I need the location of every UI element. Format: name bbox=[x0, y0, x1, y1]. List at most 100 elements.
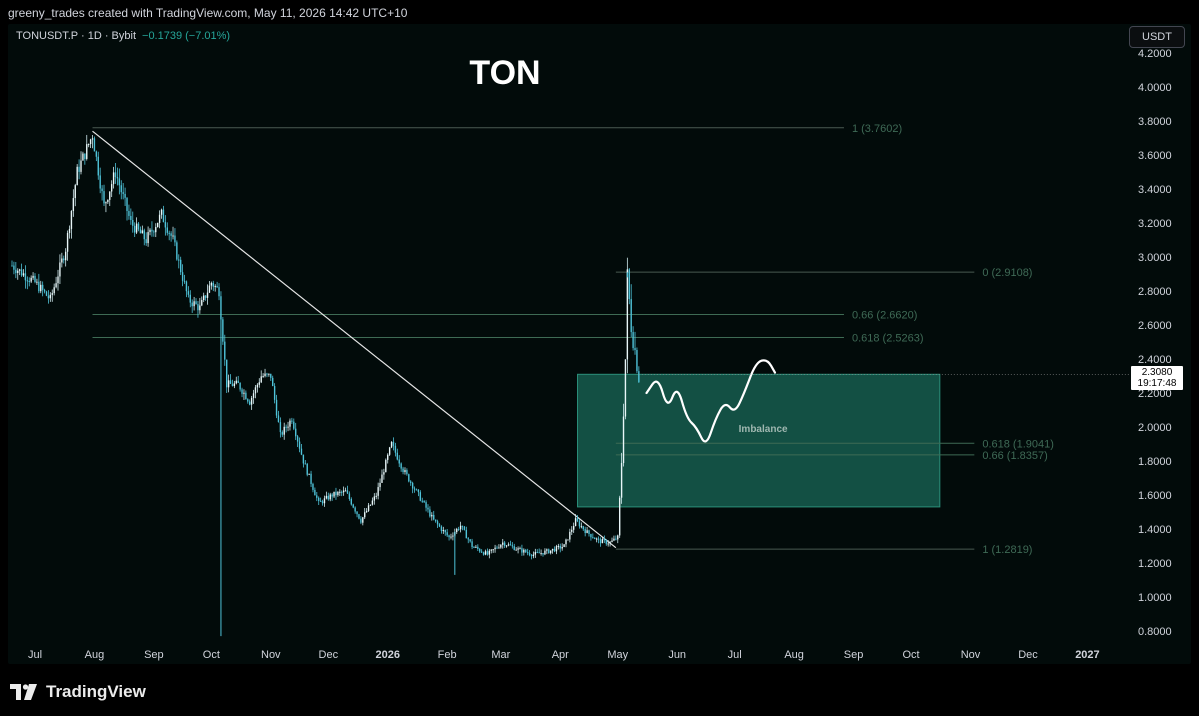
candle-body bbox=[369, 504, 372, 506]
x-tick-label: Dec bbox=[319, 649, 339, 661]
candle-body bbox=[170, 233, 172, 236]
candle-body bbox=[402, 468, 404, 472]
candle-body bbox=[406, 470, 408, 475]
fib-upper-level-label: 1 (3.7602) bbox=[852, 123, 902, 135]
chart-panel[interactable] bbox=[8, 24, 1191, 664]
tradingview-logo[interactable]: TradingView bbox=[10, 682, 146, 702]
candle-body bbox=[176, 242, 178, 260]
candle-body bbox=[375, 495, 377, 497]
candle-body bbox=[287, 426, 289, 428]
x-tick-label: Apr bbox=[552, 649, 569, 661]
candle-body bbox=[166, 227, 168, 233]
candle-body bbox=[452, 535, 454, 537]
candle-body bbox=[143, 230, 145, 240]
candle-body bbox=[304, 463, 306, 465]
candle-body bbox=[367, 505, 370, 511]
candle-body bbox=[410, 481, 412, 483]
candle-body bbox=[133, 225, 136, 233]
candle-body bbox=[442, 530, 445, 532]
candle-body bbox=[546, 549, 548, 551]
candle-body bbox=[218, 287, 220, 297]
candle-body bbox=[429, 509, 431, 517]
candle-body bbox=[549, 550, 552, 554]
candle-body bbox=[492, 549, 494, 551]
candle-body bbox=[260, 376, 262, 383]
x-tick-label: Jun bbox=[668, 649, 686, 661]
candle-body bbox=[413, 488, 416, 490]
candle-body bbox=[417, 489, 420, 493]
candle-body bbox=[41, 284, 44, 290]
candle-body bbox=[76, 166, 78, 186]
candle-body bbox=[530, 554, 533, 557]
x-tick-label: Sep bbox=[844, 649, 864, 661]
candle-body bbox=[316, 495, 318, 498]
fib-upper-level-label: 0.618 (2.5263) bbox=[852, 333, 924, 345]
candle-body bbox=[388, 447, 391, 455]
candle-body bbox=[425, 502, 427, 508]
candle-body bbox=[63, 258, 65, 261]
candle-body bbox=[24, 273, 27, 281]
candle-body bbox=[511, 545, 514, 547]
candle-body bbox=[572, 526, 575, 530]
candle-body bbox=[408, 474, 410, 482]
currency-button[interactable]: USDT bbox=[1129, 26, 1185, 48]
candle-body bbox=[450, 536, 452, 538]
candle-body bbox=[618, 497, 621, 536]
candle-body bbox=[15, 269, 17, 273]
x-tick-label: Mar bbox=[491, 649, 510, 661]
candle-body bbox=[222, 319, 224, 342]
candle-body bbox=[626, 269, 629, 360]
candle-body bbox=[312, 483, 314, 490]
candle-body bbox=[584, 529, 586, 533]
candle-body bbox=[521, 548, 523, 553]
x-tick-label: Jul bbox=[728, 649, 742, 661]
candle-body bbox=[266, 373, 268, 375]
candle-body bbox=[227, 380, 230, 388]
candle-body bbox=[195, 301, 197, 305]
candle-body bbox=[544, 550, 546, 555]
candle-body bbox=[421, 500, 423, 502]
candle-body bbox=[197, 304, 199, 311]
candle-body bbox=[224, 341, 226, 360]
candle-body bbox=[571, 529, 573, 532]
candle-body bbox=[181, 272, 184, 281]
candle-body bbox=[588, 530, 590, 534]
candle-body bbox=[178, 259, 180, 261]
candle-body bbox=[147, 232, 149, 244]
candle-body bbox=[555, 546, 558, 552]
candle-body bbox=[387, 454, 389, 460]
candle-body bbox=[107, 199, 109, 203]
candle-body bbox=[26, 280, 29, 282]
y-tick-label: 3.8000 bbox=[1138, 116, 1172, 128]
y-tick-label: 0.8000 bbox=[1138, 626, 1172, 638]
candle-body bbox=[191, 302, 193, 307]
candle-body bbox=[30, 277, 32, 282]
candle-body bbox=[285, 426, 287, 428]
candle-body bbox=[302, 454, 305, 464]
candle-body bbox=[486, 551, 489, 555]
candle-body bbox=[256, 384, 259, 388]
candle-body bbox=[112, 172, 115, 185]
candle-body bbox=[594, 537, 596, 540]
candle-body bbox=[220, 296, 222, 320]
candle-body bbox=[364, 512, 366, 518]
candle-body bbox=[272, 377, 274, 387]
candle-body bbox=[597, 538, 600, 540]
candle-body bbox=[528, 552, 531, 555]
candle-body bbox=[480, 551, 483, 553]
candle-body bbox=[268, 373, 270, 375]
candle-body bbox=[291, 420, 293, 422]
candle-body bbox=[153, 231, 155, 233]
candle-body bbox=[28, 280, 30, 282]
candle-body bbox=[187, 291, 190, 295]
candle-body bbox=[503, 542, 506, 546]
fib-lower-level-label: 0 (2.9108) bbox=[982, 267, 1032, 279]
candle-body bbox=[206, 292, 209, 298]
candle-body bbox=[490, 549, 492, 551]
candle-body bbox=[17, 270, 19, 273]
candle-body bbox=[331, 494, 333, 497]
candle-body bbox=[354, 507, 356, 512]
projection-path bbox=[645, 359, 777, 443]
candle-body bbox=[321, 501, 324, 504]
